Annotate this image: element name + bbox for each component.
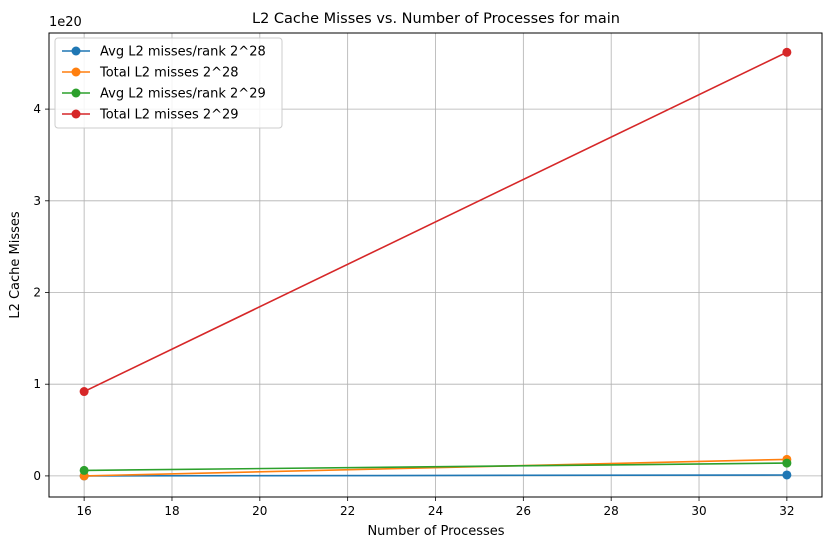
legend-label: Avg L2 misses/rank 2^28 [100, 45, 266, 60]
data-point [79, 465, 89, 475]
x-tick-label: 28 [604, 504, 619, 518]
legend-items: Avg L2 misses/rank 2^28 Total L2 misses 2… [62, 45, 266, 123]
y-tick-label: 0 [33, 469, 41, 483]
y-offset-label: 1e20 [49, 15, 82, 30]
x-tick-label: 30 [691, 504, 706, 518]
data-point [79, 387, 89, 397]
legend-marker [71, 67, 81, 77]
series-group [79, 47, 792, 481]
y-tick-label: 4 [33, 102, 41, 116]
chart-title: L2 Cache Misses vs. Number of Processes … [252, 11, 620, 27]
y-tick-label: 1 [33, 377, 41, 391]
y-axis-label: L2 Cache Misses [8, 211, 23, 319]
x-tick-label: 24 [428, 504, 443, 518]
x-tick-label: 26 [516, 504, 531, 518]
x-axis-label: Number of Processes [367, 524, 504, 539]
series-line [84, 462, 787, 472]
legend-marker [71, 109, 81, 119]
data-point [782, 458, 792, 468]
series-line [83, 51, 788, 393]
legend-marker [71, 88, 81, 98]
x-tick-label: 32 [779, 504, 794, 518]
legend-box [54, 37, 283, 129]
y-tick-label: 3 [33, 194, 41, 208]
series-line [84, 474, 787, 477]
legend-label: Total L2 misses 2^28 [99, 66, 239, 81]
axis-ticks: 16 18 20 22 24 26 28 30 32 0 1 2 3 4 [33, 102, 794, 518]
x-tick-label: 18 [164, 504, 179, 518]
x-tick-label: 22 [340, 504, 355, 518]
data-point [782, 470, 792, 480]
series-line [84, 458, 787, 477]
legend-marker [71, 46, 81, 56]
legend: Avg L2 misses/rank 2^28 Total L2 misses 2… [54, 37, 283, 129]
y-tick-label: 2 [33, 286, 41, 300]
x-tick-label: 16 [76, 504, 91, 518]
legend-label: Avg L2 misses/rank 2^29 [100, 87, 266, 102]
data-point [782, 47, 792, 57]
x-tick-label: 20 [252, 504, 267, 518]
legend-label: Total L2 misses 2^29 [99, 108, 239, 123]
